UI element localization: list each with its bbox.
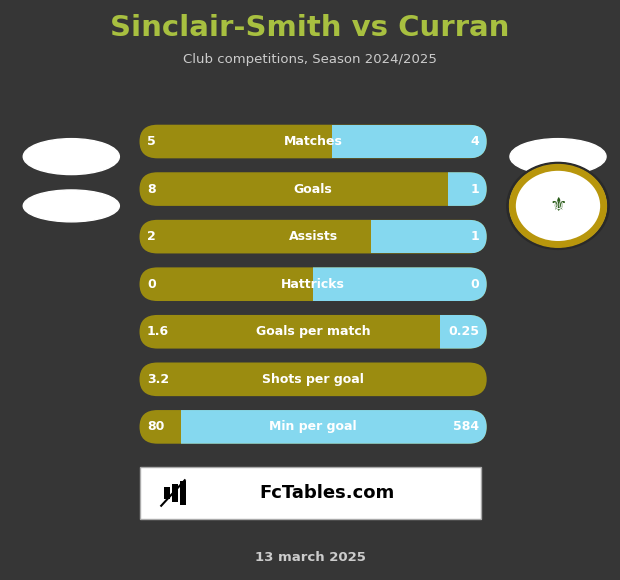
Text: 2: 2: [147, 230, 156, 243]
Bar: [180, 481, 186, 505]
Text: 1: 1: [471, 230, 479, 243]
Ellipse shape: [507, 162, 609, 249]
Text: 0: 0: [147, 278, 156, 291]
Bar: [448, 172, 505, 206]
Ellipse shape: [24, 190, 120, 222]
FancyBboxPatch shape: [140, 315, 487, 349]
Text: 1.6: 1.6: [147, 325, 169, 338]
FancyBboxPatch shape: [140, 362, 487, 396]
Text: 0.25: 0.25: [448, 325, 479, 338]
Text: FcTables.com: FcTables.com: [259, 484, 395, 502]
FancyBboxPatch shape: [140, 267, 487, 301]
Text: Club competitions, Season 2024/2025: Club competitions, Season 2024/2025: [183, 53, 437, 66]
Text: 80: 80: [147, 420, 164, 433]
Text: Min per goal: Min per goal: [269, 420, 357, 433]
Text: Matches: Matches: [284, 135, 342, 148]
Text: 4: 4: [471, 135, 479, 148]
Bar: [164, 487, 170, 499]
FancyBboxPatch shape: [140, 220, 487, 253]
Ellipse shape: [510, 165, 606, 246]
Text: Goals: Goals: [294, 183, 332, 195]
Text: 13 march 2025: 13 march 2025: [255, 552, 365, 564]
Bar: [440, 315, 505, 349]
Bar: [313, 267, 505, 301]
FancyBboxPatch shape: [140, 125, 487, 158]
Bar: [181, 410, 505, 444]
Text: Hattricks: Hattricks: [281, 278, 345, 291]
Text: 8: 8: [147, 183, 156, 195]
FancyBboxPatch shape: [140, 410, 487, 444]
FancyBboxPatch shape: [140, 467, 480, 519]
Text: 0: 0: [471, 278, 479, 291]
Ellipse shape: [24, 139, 120, 175]
Text: 5: 5: [147, 135, 156, 148]
Bar: [172, 484, 178, 502]
Text: 1: 1: [471, 183, 479, 195]
Ellipse shape: [523, 177, 593, 235]
Bar: [332, 125, 505, 158]
Ellipse shape: [510, 139, 606, 175]
Text: 3.2: 3.2: [147, 373, 169, 386]
Text: Shots per goal: Shots per goal: [262, 373, 364, 386]
Text: Sinclair-Smith vs Curran: Sinclair-Smith vs Curran: [110, 14, 510, 42]
Text: ⚜: ⚜: [549, 197, 567, 215]
Text: Assists: Assists: [288, 230, 338, 243]
Text: 584: 584: [453, 420, 479, 433]
FancyBboxPatch shape: [140, 172, 487, 206]
Text: Goals per match: Goals per match: [256, 325, 370, 338]
Bar: [371, 220, 505, 253]
